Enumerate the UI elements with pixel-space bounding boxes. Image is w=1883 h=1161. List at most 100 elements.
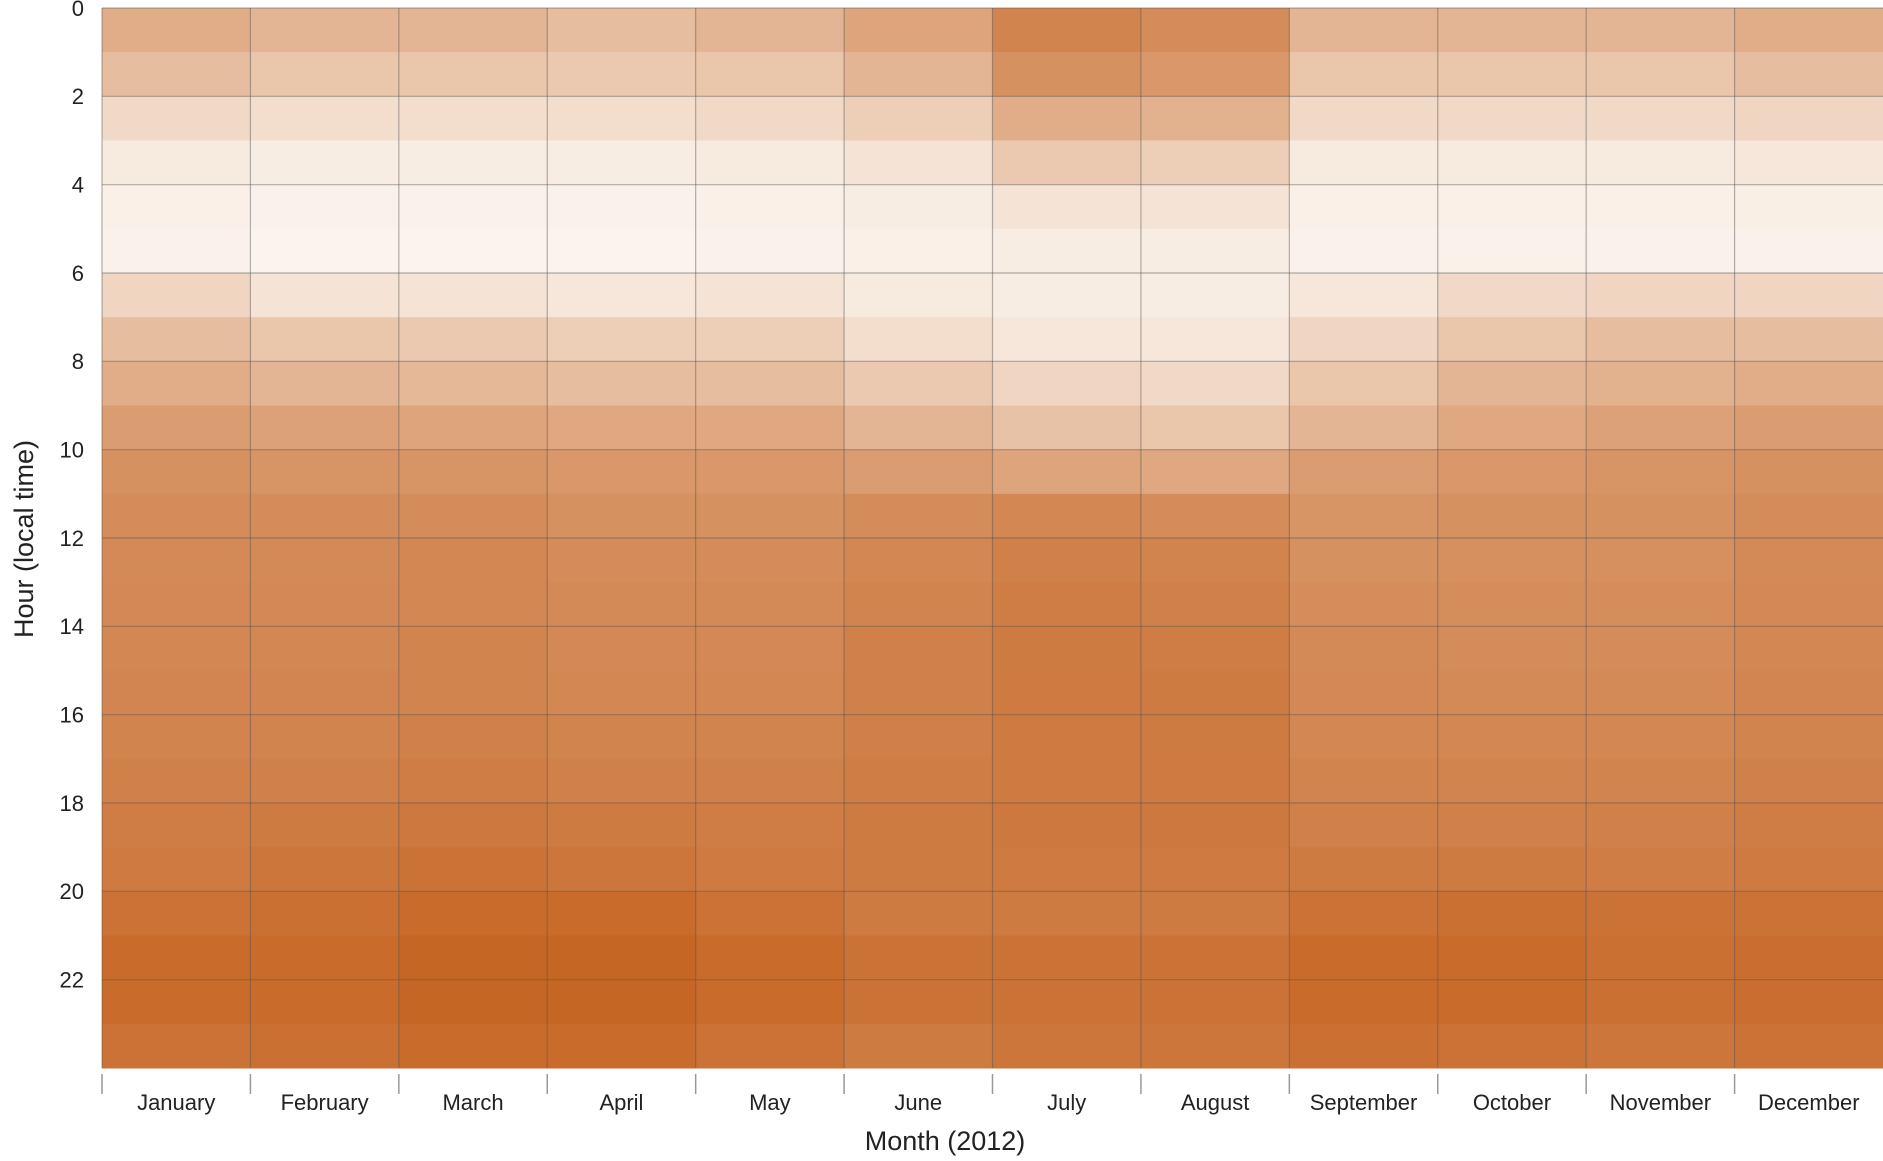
heat-cell [1140, 405, 1290, 451]
heat-cell [250, 184, 400, 230]
heat-cell [547, 405, 697, 451]
heat-cell [102, 758, 251, 804]
heat-cell [547, 228, 697, 274]
heat-cell [1289, 979, 1439, 1025]
heat-cell [250, 96, 400, 141]
heat-cell [1289, 361, 1439, 406]
heat-cell [844, 8, 993, 53]
heat-cell [1140, 449, 1290, 495]
heat-cell [992, 582, 1142, 627]
heat-cell [1140, 582, 1290, 627]
heat-cell [398, 538, 548, 583]
heat-cell [992, 52, 1142, 97]
x-axis-title: Month (2012) [865, 1126, 1026, 1156]
y-tick-label: 22 [60, 967, 84, 992]
heat-cell [1734, 979, 1883, 1025]
heat-cell [1734, 273, 1883, 318]
heat-cell [1734, 670, 1883, 716]
heat-cell [250, 140, 400, 186]
heat-cell [250, 273, 400, 318]
heat-cell [1734, 96, 1883, 141]
heat-cell [398, 184, 548, 230]
x-tick-label: March [442, 1090, 503, 1115]
heat-cell [250, 935, 400, 981]
heat-cell [844, 317, 993, 362]
heat-cell [398, 228, 548, 274]
heat-cell [1140, 184, 1290, 230]
heat-cell [102, 538, 251, 583]
heat-cell [695, 228, 845, 274]
heat-cell [1734, 361, 1883, 406]
heat-cell [844, 670, 993, 716]
heat-cell [547, 979, 697, 1025]
heat-cell [844, 96, 993, 141]
heat-cell [1437, 140, 1587, 186]
heat-cell [547, 449, 697, 495]
heat-cell [1289, 847, 1439, 892]
heat-cell [1734, 52, 1883, 97]
heat-cell [1289, 758, 1439, 804]
heat-cell [547, 758, 697, 804]
y-tick-label: 8 [72, 349, 84, 374]
heat-cell [1437, 626, 1587, 671]
heat-cell [547, 1023, 697, 1069]
x-tick-label: January [137, 1090, 215, 1115]
heat-cell [398, 140, 548, 186]
heat-cell [695, 317, 845, 362]
heat-cell [1289, 317, 1439, 362]
y-tick-label: 18 [60, 791, 84, 816]
heat-cell [1586, 493, 1736, 539]
heat-cell [1734, 626, 1883, 671]
heat-cell [1437, 449, 1587, 495]
heat-cell [547, 493, 697, 539]
heat-cell [1289, 891, 1439, 936]
heat-cell [1289, 96, 1439, 141]
heat-cell [695, 847, 845, 892]
heat-cell [1586, 52, 1736, 97]
heat-cell [398, 361, 548, 406]
heat-cell [547, 891, 697, 936]
heat-cell [547, 52, 697, 97]
heat-cell [695, 8, 845, 53]
heat-cell [844, 449, 993, 495]
heat-cell [398, 847, 548, 892]
heat-cell [1734, 493, 1883, 539]
heat-cell [250, 317, 400, 362]
heat-cell [1586, 228, 1736, 274]
heat-cell [250, 52, 400, 97]
heat-cell [547, 935, 697, 981]
heat-cell [1140, 758, 1290, 804]
heat-cell [102, 273, 251, 318]
heat-cell [1289, 670, 1439, 716]
heat-cell [102, 184, 251, 230]
heat-cell [1437, 8, 1587, 53]
heat-cell [102, 228, 251, 274]
y-tick-label: 16 [60, 702, 84, 727]
heat-cell [1437, 714, 1587, 760]
heat-cell [1734, 803, 1883, 848]
heat-cell [844, 538, 993, 583]
heat-cell [398, 493, 548, 539]
x-tick-label: June [894, 1090, 942, 1115]
heat-cell [1140, 140, 1290, 186]
heat-cell [844, 361, 993, 406]
heat-cell [695, 803, 845, 848]
heat-cell [102, 803, 251, 848]
heat-cell [1734, 714, 1883, 760]
heat-cell [992, 935, 1142, 981]
heat-cell [250, 626, 400, 671]
heat-cell [844, 273, 993, 318]
heat-cell [250, 670, 400, 716]
heat-cell [398, 449, 548, 495]
heat-cell [695, 405, 845, 451]
heat-cell [992, 891, 1142, 936]
heat-cell [1140, 52, 1290, 97]
heat-cell [695, 493, 845, 539]
heat-cell [1140, 228, 1290, 274]
heat-cell [250, 228, 400, 274]
heat-cell [250, 8, 400, 53]
heat-cell [695, 935, 845, 981]
heat-cell [844, 582, 993, 627]
heat-cell [398, 96, 548, 141]
heat-cell [1140, 670, 1290, 716]
